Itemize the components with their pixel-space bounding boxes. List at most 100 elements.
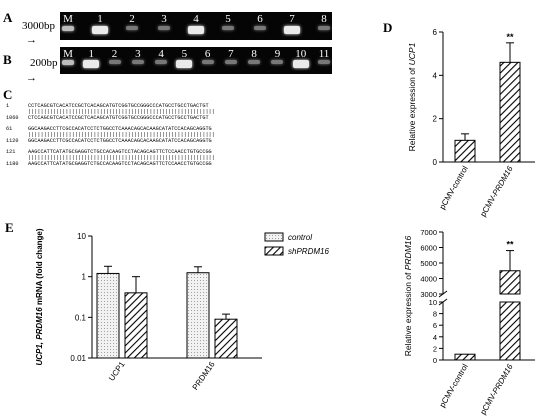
gel-a-band (62, 26, 74, 31)
sequence-row: 61 GGCAAGACCTTCGCCACATCCTCTGGCCTCAAACAGCA… (6, 126, 346, 132)
y-tick-label: 0.1 (75, 313, 87, 322)
gel-b-lane-label: 1 (88, 48, 95, 60)
sequence-position: 1120 (6, 138, 19, 145)
y-tick-label: 2 (433, 344, 437, 353)
sequence-text: AAGCCATTCATATGCGAGGTCTGCCACAAGTCCTACAGCA… (28, 161, 212, 168)
gel-b-image: M 1 2 3 4 5 6 7 8 9 10 11 (60, 47, 332, 74)
gel-a-band (126, 26, 138, 30)
bar (499, 61, 521, 163)
gel-b-lane-label: 8 (251, 48, 257, 60)
gel-b-lane-label: M (63, 48, 73, 60)
sequence-text: GGCAAGACCTTCGCCACATCCTCTGGCCTCAAACAGCACA… (28, 126, 212, 133)
y-tick-label: 10 (77, 232, 86, 241)
gel-b-band (83, 60, 100, 68)
sequence-position: 1 (6, 103, 10, 109)
panel-label-e: E (5, 220, 14, 235)
category-label: PRDM16 (191, 360, 217, 392)
sequence-position: 61 (6, 126, 13, 133)
category-label: pCMV-control (438, 362, 470, 409)
sequence-row: 1060 CTCCAGCGTCACATCCGCTCACAGCATGTCGGTGCC… (6, 115, 346, 121)
sequence-position: 1060 (6, 115, 19, 122)
sequence-text: CTCCAGCGTCACATCCGCTCACAGCATGTCGGTGCCGGGC… (28, 115, 209, 122)
category-label: pCMV-PRDM16 (478, 164, 515, 218)
gel-b-lane-label: 5 (181, 48, 188, 60)
gel-a-lane-label: 8 (321, 13, 327, 25)
gel-b-arrow-icon: → (26, 72, 37, 84)
gel-b-band (318, 60, 330, 64)
gel-a-lane-label: 2 (129, 13, 135, 25)
gel-b-lane-label: 3 (135, 48, 141, 60)
significance-label: ** (506, 240, 514, 250)
gel-b-band (108, 60, 121, 64)
category-label: pCMV-PRDM16 (478, 362, 515, 416)
y-tick-label: 2 (433, 115, 438, 124)
sequence-row: ||||||||||||||||||||||||||||||||||||||||… (6, 109, 346, 115)
gel-a-band (92, 26, 108, 34)
gel-a-lane-label: 6 (257, 13, 263, 25)
gel-a-arrow-icon: → (26, 34, 37, 46)
prdm16-expression-chart: 3000 4000 5000 6000 7000 0 2 4 6 8 10 Relative expr… (403, 228, 535, 416)
y-tick-label: 1 (82, 273, 87, 282)
gel-a-band (158, 26, 170, 30)
sequence-row: ||||||||||||||||||||||||||||||||||||||||… (6, 155, 346, 161)
gel-a-lane-label: M (63, 13, 73, 25)
ucp1-expression-chart: 0 2 4 6 Relative expression of UCP1 pCMV-cont… (407, 28, 535, 218)
panel-label-c: C (3, 87, 13, 102)
y-tick-label: 0.01 (70, 354, 86, 363)
legend-swatch (264, 232, 284, 242)
bar (454, 353, 476, 361)
bar (499, 270, 521, 295)
y-tick-label: 0 (433, 356, 437, 365)
gel-a-lane-label: 4 (193, 13, 199, 25)
gel-a-lane-label: 1 (97, 13, 103, 25)
gel-b-band (271, 60, 284, 64)
y-tick-label: 6000 (420, 244, 437, 253)
category-label: pCMV-control (438, 164, 470, 211)
gel-a-image: M 1 2 3 4 5 6 7 8 (60, 12, 332, 40)
gel-b-lane-label: 6 (204, 48, 211, 60)
y-tick-label: 4000 (420, 275, 437, 284)
y-axis-label: Relative expression of UCP1 (407, 42, 417, 151)
sequence-row: 1120 GGCAAGACCTTCGCCACATCCTCTGGCCTCAAACAG… (6, 138, 346, 144)
sequence-row: 121 AAGCCATTCATATGCGAGGTCTGCCACAAGTCCTACA… (6, 149, 346, 155)
gel-b-band (62, 60, 74, 65)
gel-b-lane-label: 2 (111, 48, 118, 60)
y-tick-label: 5000 (420, 259, 437, 268)
gel-b-band (224, 60, 237, 64)
legend-swatch (264, 246, 284, 256)
gel-b-band (155, 60, 168, 64)
y-tick-label: 10 (429, 298, 437, 307)
gel-a-band (318, 26, 330, 30)
sequence-row: 1 CCTCAGCGTCACATCCGCTCACAGCATGTCGGTGCCGGG… (6, 103, 346, 109)
panel-label-b: B (3, 52, 12, 67)
bar (186, 272, 210, 359)
gel-b-lane-label: 10 (295, 48, 307, 60)
y-tick-label: 4 (433, 333, 437, 342)
category-label: UCP1 (107, 360, 127, 383)
y-tick-label: 6 (433, 28, 438, 37)
bar (96, 272, 120, 359)
panel-label-a: A (3, 10, 13, 25)
gel-a-lane-label: 7 (289, 13, 295, 25)
sequence-text: ||||||||||||||||||||||||||||||||||||||||… (28, 109, 215, 116)
gel-b-band (176, 60, 193, 68)
fold-change-chart: 10 1 0.1 0.01 UCP1, PRDM16 mRNA (fold change… (35, 228, 329, 392)
bar (499, 301, 521, 361)
gel-a-lane-label: 5 (225, 13, 231, 25)
legend-label: shPRDM16 (288, 247, 329, 256)
y-tick-label: 6 (433, 321, 437, 330)
gel-a-band (284, 26, 300, 34)
sequence-text: AAGCCATTCATATGCGAGGTCTGCCACAAGTCCTACAGCA… (28, 149, 212, 156)
gel-b-lane-label: 4 (158, 48, 164, 60)
gel-a-band (188, 26, 204, 34)
bar (124, 292, 148, 359)
gel-b-lane-label: 11 (318, 48, 330, 60)
y-tick-label: 0 (433, 158, 438, 167)
gel-a-band (254, 26, 266, 30)
gel-b-lane-label: 9 (274, 48, 281, 60)
y-axis-label: UCP1, PRDM16 mRNA (fold change) (35, 228, 44, 365)
gel-a-size-label: 3000bp (22, 20, 55, 32)
sequence-row: ||||||||||||||||||||||||||||||||||||||||… (6, 132, 346, 138)
gel-b-band (292, 60, 309, 68)
bar (214, 318, 238, 359)
